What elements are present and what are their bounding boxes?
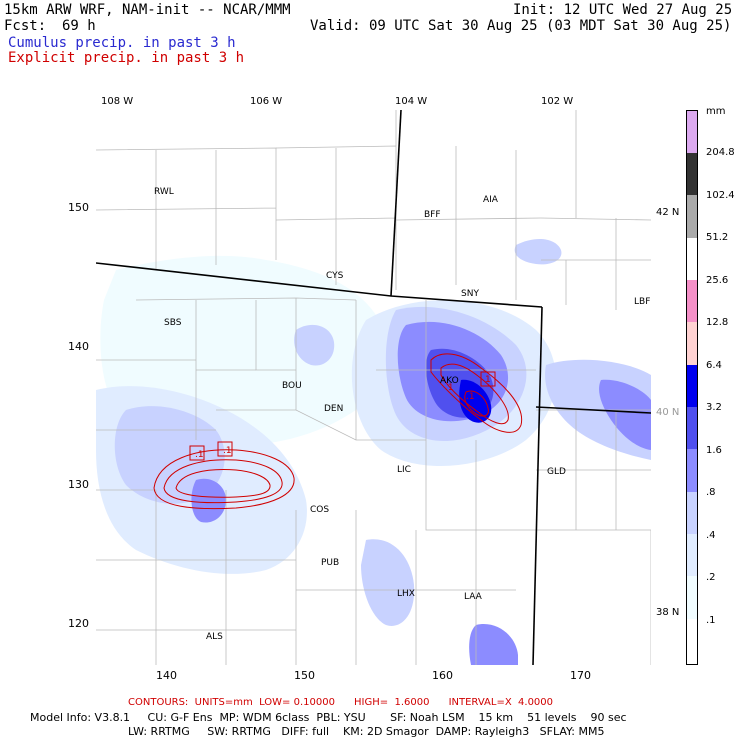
scale-level: .4	[706, 530, 716, 541]
lat-tick-38n: 38 N	[656, 607, 680, 618]
lat-tick-42n: 42 N	[656, 207, 680, 218]
scale-level: 1.6	[706, 445, 722, 456]
station-cys: CYS	[326, 271, 344, 281]
scale-level: 6.4	[706, 360, 722, 371]
station-pub: PUB	[321, 558, 340, 568]
station-lic: LIC	[397, 465, 411, 475]
station-sbs: SBS	[164, 318, 182, 328]
scale-swatch	[687, 195, 697, 238]
scale-swatch	[687, 449, 697, 492]
scale-level: 3.2	[706, 402, 722, 413]
grid-x-150: 150	[294, 669, 315, 682]
scale-swatch	[687, 111, 697, 153]
scale-level: .1	[706, 615, 716, 626]
scale-level: 25.6	[706, 275, 729, 286]
station-gld: GLD	[547, 467, 566, 477]
station-cos: COS	[310, 505, 330, 515]
scale-level: .2	[706, 572, 716, 583]
scale-level: 12.8	[706, 317, 729, 328]
contours-info: CONTOURS: UNITS=mm LOW= 0.10000 HIGH= 1.…	[128, 697, 554, 708]
grid-y-120: 120	[68, 617, 89, 630]
contour-label: .1	[195, 450, 204, 460]
precip-map	[96, 110, 651, 665]
contour-label: .1	[445, 383, 454, 393]
station-lhx: LHX	[397, 589, 415, 599]
lon-tick-104w: 104 W	[395, 96, 428, 107]
scale-swatch	[687, 280, 697, 322]
scale-swatch	[687, 492, 697, 534]
scale-swatch	[687, 365, 697, 407]
color-scale-bar	[686, 110, 698, 665]
field-title-explicit: Explicit precip. in past 3 h	[8, 50, 245, 66]
scale-swatch	[687, 407, 697, 449]
station-den: DEN	[324, 404, 344, 414]
scale-swatch	[687, 322, 697, 365]
scale-swatch	[687, 534, 697, 576]
scale-level: 204.8	[706, 147, 735, 158]
model-info-line-1: Model Info: V3.8.1 CU: G-F Ens MP: WDM 6…	[30, 711, 627, 724]
grid-x-160: 160	[432, 669, 453, 682]
scale-unit: mm	[706, 106, 726, 117]
lon-tick-102w: 102 W	[541, 96, 574, 107]
model-title: 15km ARW WRF, NAM-init -- NCAR/MMM	[4, 2, 291, 18]
station-als: ALS	[206, 632, 223, 642]
contour-label: .1	[466, 392, 475, 402]
lon-tick-106w: 106 W	[250, 96, 283, 107]
scale-swatch	[687, 238, 697, 280]
field-title-cumulus: Cumulus precip. in past 3 h	[8, 35, 236, 51]
station-ako: AKO	[440, 376, 459, 386]
valid-time: Valid: 09 UTC Sat 30 Aug 25 (03 MDT Sat …	[310, 18, 732, 34]
lon-tick-108w: 108 W	[101, 96, 134, 107]
init-time: Init: 12 UTC Wed 27 Aug 25	[513, 2, 733, 18]
scale-level: 102.4	[706, 190, 735, 201]
grid-y-130: 130	[68, 478, 89, 491]
scale-swatch	[687, 153, 697, 195]
station-bff: BFF	[424, 210, 441, 220]
lat-tick-40n: 40 N	[656, 407, 680, 418]
station-sny: SNY	[461, 289, 479, 299]
station-bou: BOU	[282, 381, 302, 391]
contour-label: 1	[485, 375, 491, 385]
grid-y-150: 150	[68, 201, 89, 214]
forecast-label: Fcst:	[4, 18, 47, 34]
explicit-contours	[153, 353, 523, 510]
station-lbf: LBF	[634, 297, 651, 307]
scale-level: 51.2	[706, 232, 729, 243]
contour-label: .1	[223, 446, 232, 456]
station-rwl: RWL	[154, 187, 174, 197]
county-lines	[96, 110, 651, 665]
grid-x-170: 170	[570, 669, 591, 682]
forecast-hour: 69 h	[62, 18, 96, 34]
state-borders	[96, 110, 651, 665]
precip-shading	[96, 238, 651, 665]
grid-y-140: 140	[68, 340, 89, 353]
scale-swatch	[687, 619, 697, 664]
station-laa: LAA	[464, 592, 482, 602]
scale-swatch	[687, 576, 697, 619]
grid-x-140: 140	[156, 669, 177, 682]
scale-level: .8	[706, 487, 716, 498]
model-info-line-2: LW: RRTMG SW: RRTMG DIFF: full KM: 2D Sm…	[128, 725, 605, 738]
station-aia: AIA	[483, 195, 498, 205]
